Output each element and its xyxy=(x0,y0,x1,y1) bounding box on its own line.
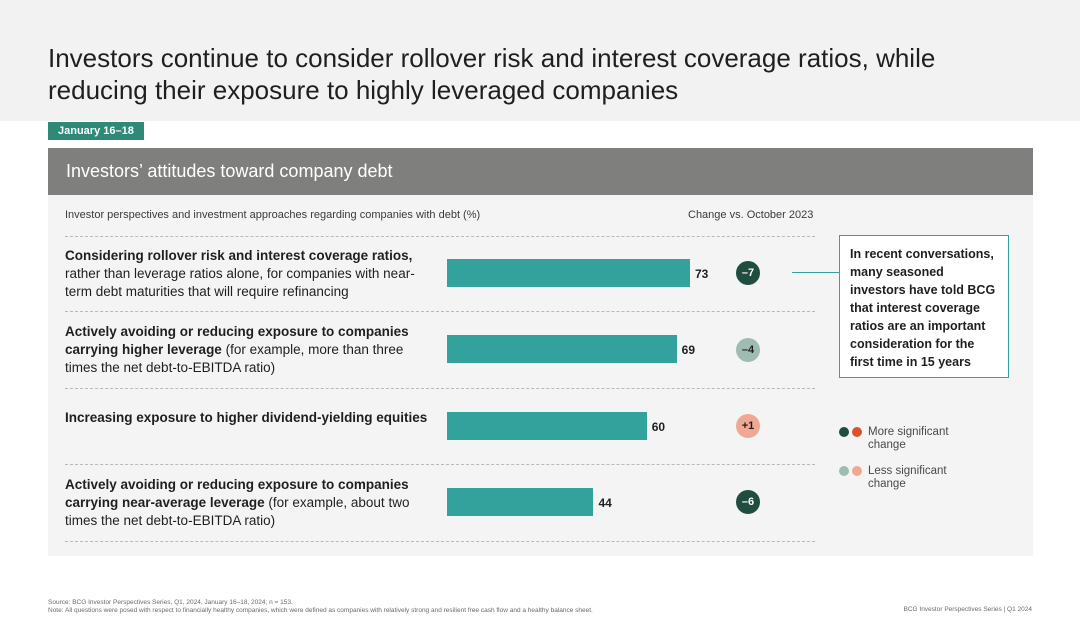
bar-1 xyxy=(447,259,690,287)
divider xyxy=(65,236,815,237)
callout-box: In recent conversations, many seasoned i… xyxy=(839,235,1009,378)
row-label-1: Considering rollover risk and interest c… xyxy=(65,247,430,301)
legend-dot-more-dark xyxy=(839,427,849,437)
change-badge-2: –4 xyxy=(736,338,760,362)
general-note: Note: All questions were posed with resp… xyxy=(48,607,593,614)
divider xyxy=(65,388,815,389)
page-title: Investors continue to consider rollover … xyxy=(48,43,936,105)
row-label-4-bold: Actively avoiding or reducing exposure t… xyxy=(65,477,409,510)
legend-dot-less-peach xyxy=(852,466,862,476)
footer-series: BCG Investor Perspectives Series | Q1 20… xyxy=(903,606,1033,613)
bar-4 xyxy=(447,488,594,516)
bar-value-2: 69 xyxy=(681,343,696,357)
panel-title: Investors’ attitudes toward company debt xyxy=(48,148,1033,195)
bar-value-1: 73 xyxy=(695,267,709,281)
source-note: Source: BCG Investor Perspectives Series… xyxy=(48,599,293,606)
row-label-2-bold: Actively avoiding or reducing exposure t… xyxy=(65,324,409,357)
legend-more-label: More significant change xyxy=(868,426,949,451)
row-label-1-bold: Considering rollover risk and interest c… xyxy=(65,248,413,263)
legend-dot-more-orange xyxy=(852,427,862,437)
row-label-2: Actively avoiding or reducing exposure t… xyxy=(65,323,430,377)
row-label-4: Actively avoiding or reducing exposure t… xyxy=(65,476,430,530)
title-band xyxy=(0,0,1080,121)
change-badge-4: –6 xyxy=(736,490,760,514)
divider xyxy=(65,541,815,542)
row-label-4-regular: (for example, about two times the net de… xyxy=(65,495,410,528)
row-label-1-regular: rather than leverage ratios alone, for c… xyxy=(65,266,415,299)
change-badge-3: +1 xyxy=(736,414,760,438)
bar-3 xyxy=(447,412,647,440)
callout-connector xyxy=(792,272,839,273)
date-tag: January 16–18 xyxy=(48,122,144,140)
divider xyxy=(65,311,815,312)
bar-value-4: 44 xyxy=(598,496,612,510)
column-header-right: Change vs. October 2023 xyxy=(688,209,814,221)
bar-value-3: 60 xyxy=(651,420,666,434)
row-label-2-regular: (for example, more than three times the … xyxy=(65,342,404,375)
column-header-left: Investor perspectives and investment app… xyxy=(65,209,481,221)
legend-less-label: Less significant change xyxy=(868,465,947,490)
legend-dot-less-teal xyxy=(839,466,849,476)
row-label-3-bold: Increasing exposure to higher dividend-y… xyxy=(65,410,428,425)
divider xyxy=(65,464,815,465)
bar-2 xyxy=(447,335,677,363)
change-badge-1: –7 xyxy=(736,261,760,285)
row-label-3: Increasing exposure to higher dividend-y… xyxy=(65,409,430,427)
